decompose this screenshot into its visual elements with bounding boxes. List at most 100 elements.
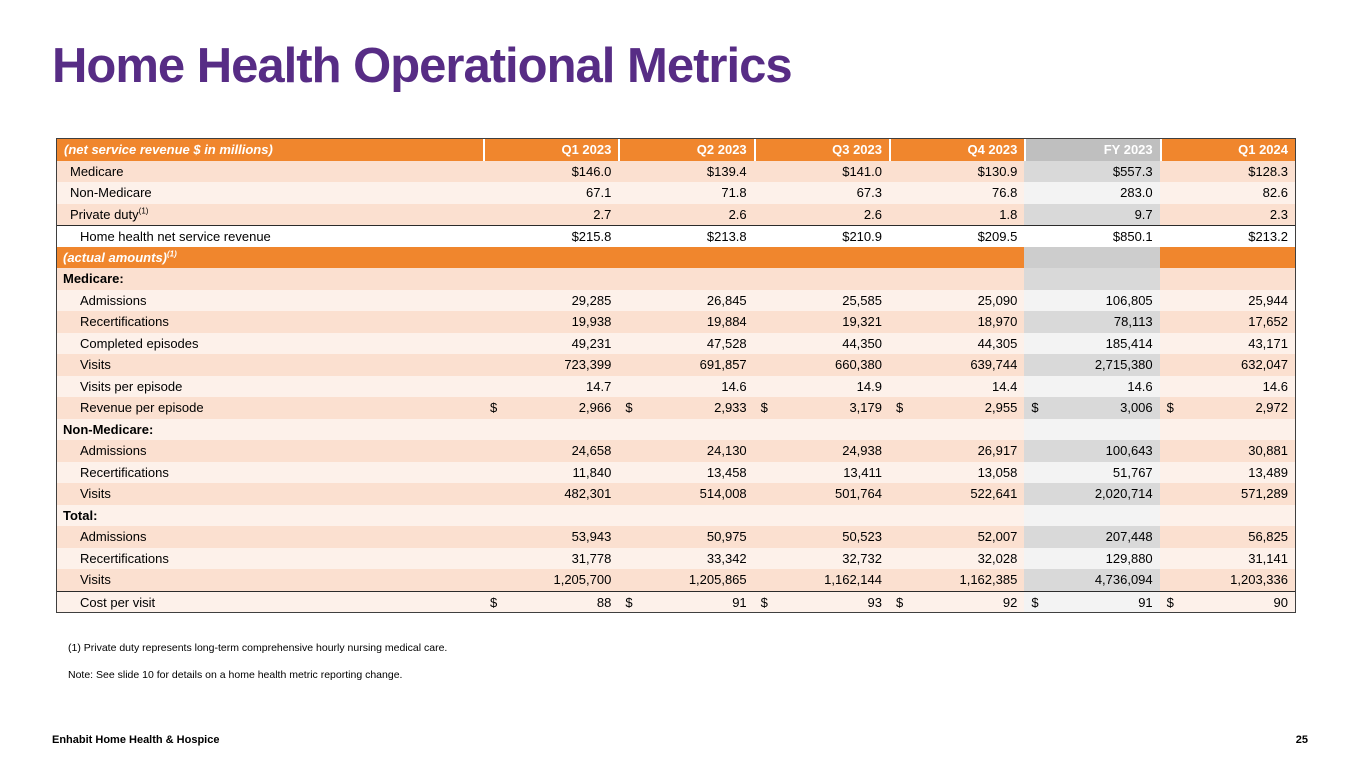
table-cell [888,246,1025,268]
table-cell: 30,881 [1159,440,1295,462]
table-row: Completed episodes 49,231 47,528 44,350 44,3… [57,332,1295,354]
table-cell: 660,380 [753,354,889,376]
table-cell: 501,764 [753,483,889,505]
table-row: Cost per visit $88 $91 $93 $92 $91 $90 [57,590,1295,612]
table-row: (actual amounts)(1) [57,246,1295,268]
row-label: Home health net service revenue [57,226,483,247]
row-label: Visits [57,569,483,591]
table-cell [483,418,619,440]
table-cell: 50,523 [753,526,889,548]
table-cell: 44,350 [753,332,889,354]
table-cell: 56,825 [1159,526,1295,548]
table-header-label: (net service revenue $ in millions) [57,139,483,161]
table-cell: 482,301 [483,483,619,505]
table-cell [1159,246,1295,268]
table-cell: 2,715,380 [1024,354,1160,376]
table-cell: 24,938 [753,440,889,462]
table-cell [888,268,1025,290]
table-cell [1024,246,1160,268]
table-cell: 522,641 [888,483,1025,505]
table-cell [1024,418,1160,440]
table-row: Recertifications 19,938 19,884 19,321 18,970… [57,311,1295,333]
table-cell: 2.3 [1159,203,1295,225]
table-cell: 19,938 [483,311,619,333]
table-cell: 49,231 [483,332,619,354]
table-cell: 571,289 [1159,483,1295,505]
table-cell: $91 [1024,591,1160,612]
row-label: Recertifications [57,461,483,483]
table-row: Total: [57,504,1295,526]
table-cell: $2,972 [1159,397,1295,419]
table-cell: 11,840 [483,461,619,483]
table-row: Recertifications 31,778 33,342 32,732 32,028… [57,547,1295,569]
table-cell: 129,880 [1024,547,1160,569]
row-label: Admissions [57,289,483,311]
table-cell: 2.7 [483,203,619,225]
table-cell [618,504,754,526]
table-row: Admissions 24,658 24,130 24,938 26,917 100,64… [57,440,1295,462]
table-cell: 71.8 [618,182,754,204]
table-cell: 13,058 [888,461,1025,483]
table-cell: 100,643 [1024,440,1160,462]
table-cell: $128.3 [1159,160,1295,182]
footnote-note: Note: See slide 10 for details on a home… [68,669,403,681]
table-cell: 2.6 [753,203,889,225]
table-row: Revenue per episode $2,966 $2,933 $3,179 $2,… [57,397,1295,419]
table-cell: $215.8 [483,226,619,247]
table-cell: 31,778 [483,547,619,569]
table-cell: $146.0 [483,160,619,182]
table-cell: $210.9 [753,226,889,247]
table-cell [483,268,619,290]
table-row: Visits per episode 14.7 14.6 14.9 14.4 14.6 14… [57,375,1295,397]
table-cell: $2,966 [483,397,619,419]
table-cell [1159,504,1295,526]
table-cell: 29,285 [483,289,619,311]
table-cell: $2,933 [618,397,754,419]
table-cell: 19,321 [753,311,889,333]
table-row: Non-Medicare 67.1 71.8 67.3 76.8 283.0 82.6 [57,182,1295,204]
table-cell: $139.4 [618,160,754,182]
table-cell: 2,020,714 [1024,483,1160,505]
table-cell: 13,458 [618,461,754,483]
table-cell: 4,736,094 [1024,569,1160,591]
table-cell: 52,007 [888,526,1025,548]
table-cell: $213.2 [1159,226,1295,247]
table-cell: 26,845 [618,289,754,311]
table-cell: 1.8 [888,203,1025,225]
table-row: Non-Medicare: [57,418,1295,440]
row-label: Total: [57,504,483,526]
footnote-private-duty: (1) Private duty represents long-term co… [68,642,448,654]
table-row: Admissions 29,285 26,845 25,585 25,090 106,80… [57,289,1295,311]
table-cell [618,246,754,268]
table-cell [618,268,754,290]
table-cell: 53,943 [483,526,619,548]
row-label: Recertifications [57,311,483,333]
table-cell: $88 [483,591,619,612]
table-cell: $141.0 [753,160,889,182]
table-cell [753,418,889,440]
table-cell: 514,008 [618,483,754,505]
table-cell [1024,268,1160,290]
table-cell: 44,305 [888,332,1025,354]
table-row: Visits 482,301 514,008 501,764 522,641 2,020,… [57,483,1295,505]
table-cell: $850.1 [1024,226,1160,247]
table-header-col: Q1 2023 [483,139,619,161]
table-cell: $213.8 [618,226,754,247]
table-cell: 106,805 [1024,289,1160,311]
row-label: Recertifications [57,547,483,569]
table-cell: $91 [618,591,754,612]
table-cell: $2,955 [888,397,1025,419]
table-cell: 13,411 [753,461,889,483]
row-label: Completed episodes [57,332,483,354]
table-cell: 632,047 [1159,354,1295,376]
table-row: Visits 1,205,700 1,205,865 1,162,144 1,162,3… [57,569,1295,591]
footer-brand: Enhabit Home Health & Hospice [52,734,220,746]
table-cell: 283.0 [1024,182,1160,204]
table-cell: 185,414 [1024,332,1160,354]
table-cell: $130.9 [888,160,1025,182]
table-cell: 14.6 [1024,375,1160,397]
table-cell [753,246,889,268]
row-label: Private duty(1) [57,203,483,225]
table-cell [753,504,889,526]
table-row: Home health net service revenue $215.8 $21… [57,225,1295,247]
